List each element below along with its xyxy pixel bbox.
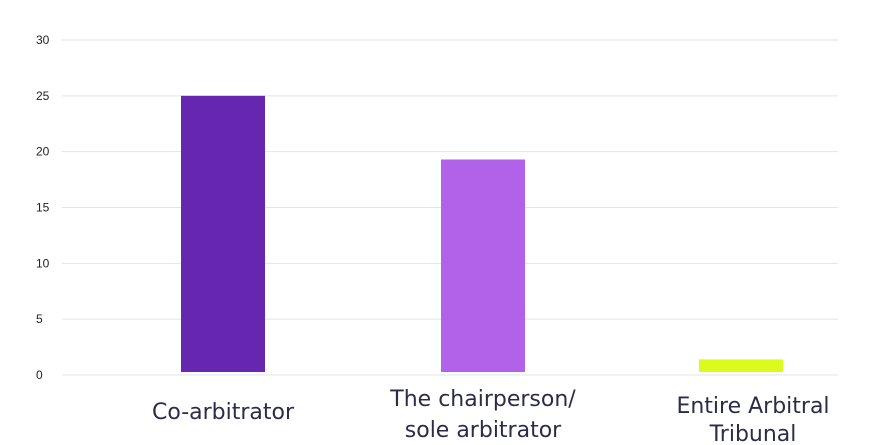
y-tick-label: 20: [36, 145, 50, 159]
bar-0: [181, 95, 265, 372]
y-tick-label: 5: [36, 312, 43, 326]
y-tick-label: 25: [36, 89, 50, 103]
bar-2: [699, 359, 783, 372]
category-label: Co-arbitrator: [152, 400, 295, 425]
x-axis-labels: Co-arbitrator The chairperson/sole arbitr…: [152, 387, 830, 445]
y-axis-ticks: 0 5 10 15 20 25 30: [36, 33, 50, 382]
category-label: Tribunal: [709, 422, 797, 445]
category-label: sole arbitrator: [405, 418, 562, 443]
bar-1: [441, 159, 525, 372]
y-tick-label: 30: [36, 33, 50, 47]
y-tick-label: 0: [36, 368, 43, 382]
y-tick-label: 15: [36, 201, 50, 215]
category-label: Entire Arbitral: [676, 394, 829, 419]
category-label: The chairperson/: [389, 387, 576, 412]
y-tick-label: 10: [36, 256, 50, 270]
bars: [181, 95, 783, 372]
